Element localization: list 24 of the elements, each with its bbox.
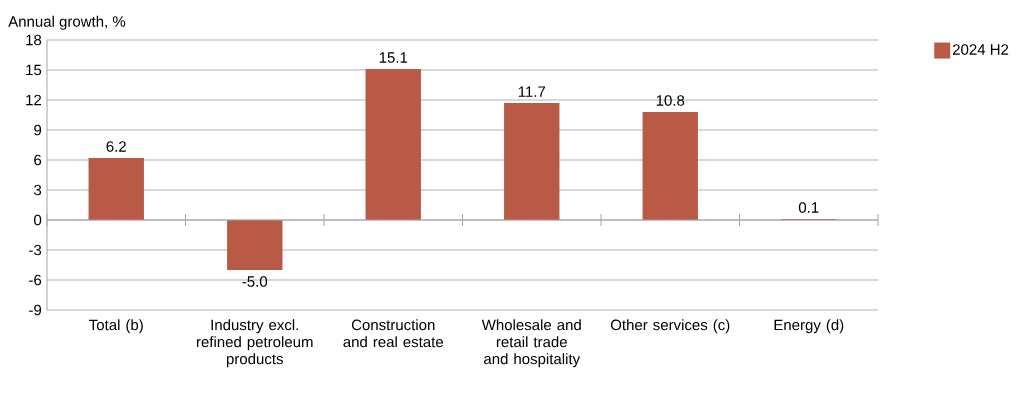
x-tick-label: Other services (c)	[610, 319, 730, 334]
y-tick-label: 3	[34, 184, 42, 196]
y-tick-label: 18	[26, 34, 42, 46]
x-tick-label: Wholesale and retail trade and hospitality	[481, 319, 581, 368]
y-tick-label: 0	[34, 214, 42, 226]
x-tick-label: Total (b)	[89, 319, 143, 334]
data-label: -5.0	[242, 276, 268, 287]
data-label: 15.1	[379, 52, 408, 63]
y-tick-label: -3	[29, 244, 42, 256]
y-tick-label: 12	[26, 94, 42, 106]
x-tick-label: Construction and real estate	[343, 319, 444, 348]
y-tick-label: 9	[34, 124, 42, 136]
data-label: 11.7	[518, 86, 546, 97]
x-tick-label: Industry excl. refined petroleum products	[196, 319, 313, 368]
legend-label: 2024 H2	[952, 44, 1009, 55]
y-tick-label: 6	[34, 154, 42, 166]
y-tick-label: 15	[26, 64, 42, 76]
y-tick-label: -6	[29, 274, 42, 286]
data-label: 10.8	[656, 95, 685, 106]
x-tick-label: Energy (d)	[774, 319, 844, 334]
data-label: 0.1	[798, 202, 819, 213]
data-label: 6.2	[106, 141, 126, 152]
y-axis-title: Annual growth, %	[8, 15, 126, 30]
y-tick-label: -9	[29, 304, 42, 316]
